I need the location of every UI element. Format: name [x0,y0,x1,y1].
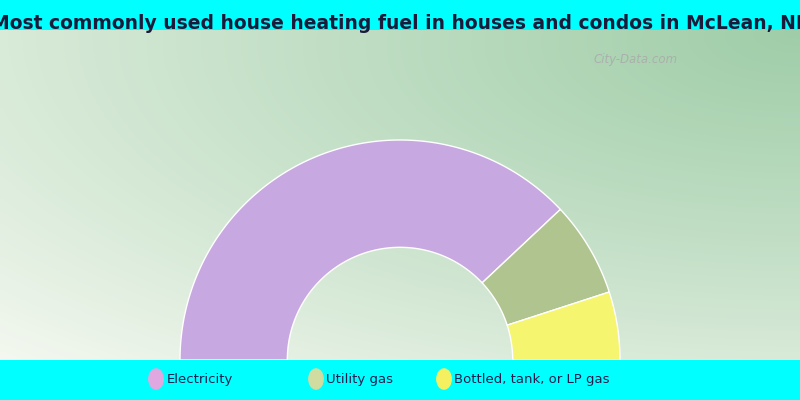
Ellipse shape [309,369,323,389]
Ellipse shape [437,369,451,389]
Ellipse shape [149,369,163,389]
Text: City-Data.com: City-Data.com [594,53,678,66]
Polygon shape [482,209,610,325]
Polygon shape [180,140,560,360]
Text: Electricity: Electricity [166,372,233,386]
Text: Utility gas: Utility gas [326,372,394,386]
Text: Bottled, tank, or LP gas: Bottled, tank, or LP gas [454,372,610,386]
Text: Most commonly used house heating fuel in houses and condos in McLean, NE: Most commonly used house heating fuel in… [0,14,800,33]
Polygon shape [507,292,620,360]
